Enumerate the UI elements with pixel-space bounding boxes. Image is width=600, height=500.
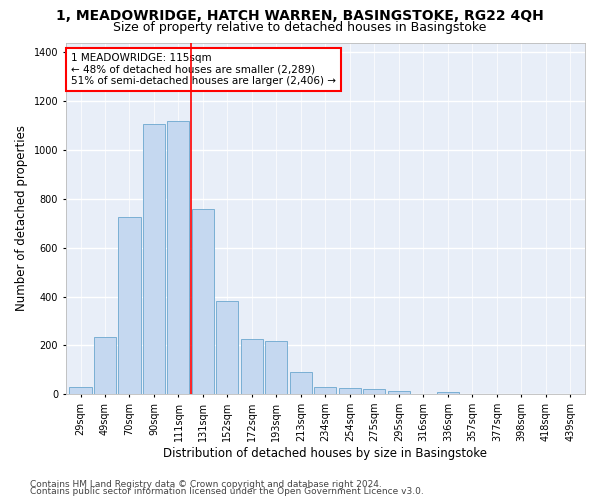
Text: 1 MEADOWRIDGE: 115sqm
← 48% of detached houses are smaller (2,289)
51% of semi-d: 1 MEADOWRIDGE: 115sqm ← 48% of detached … [71,53,336,86]
Bar [314,387,337,394]
Bar [143,124,165,394]
Bar [290,372,312,394]
Y-axis label: Number of detached properties: Number of detached properties [15,126,28,312]
Text: Size of property relative to detached houses in Basingstoke: Size of property relative to detached ho… [113,22,487,35]
Bar [388,390,410,394]
X-axis label: Distribution of detached houses by size in Basingstoke: Distribution of detached houses by size … [163,447,487,460]
Text: 1, MEADOWRIDGE, HATCH WARREN, BASINGSTOKE, RG22 4QH: 1, MEADOWRIDGE, HATCH WARREN, BASINGSTOK… [56,9,544,23]
Bar [192,208,214,394]
Bar [265,340,287,394]
Text: Contains public sector information licensed under the Open Government Licence v3: Contains public sector information licen… [30,487,424,496]
Bar [364,390,385,394]
Bar [217,302,238,394]
Bar [437,392,459,394]
Bar [339,388,361,394]
Bar [94,337,116,394]
Bar [70,387,92,394]
Bar [167,120,190,394]
Bar [241,340,263,394]
Bar [118,217,140,394]
Text: Contains HM Land Registry data © Crown copyright and database right 2024.: Contains HM Land Registry data © Crown c… [30,480,382,489]
